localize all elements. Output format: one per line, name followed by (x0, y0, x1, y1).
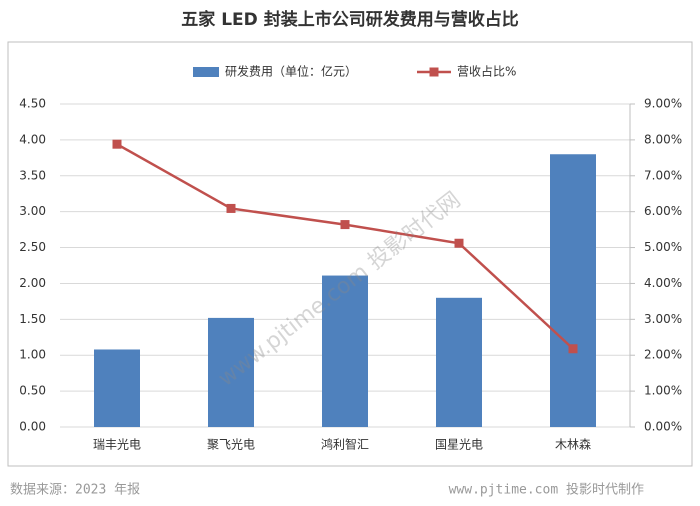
y2-tick-label: 5.00% (644, 240, 682, 254)
y-tick-label: 0.50 (19, 384, 46, 398)
line-marker (112, 139, 122, 149)
y-tick-label: 0.00 (19, 420, 46, 434)
y2-tick-label: 8.00% (644, 132, 682, 146)
legend-label: 研发费用（单位：亿元） (225, 64, 357, 79)
y2-tick-label: 4.00% (644, 276, 682, 290)
chart-title: 五家 LED 封装上市公司研发费用与营收占比 (181, 9, 518, 30)
y2-tick-label: 2.00% (644, 348, 682, 362)
y-tick-label: 4.50 (19, 97, 46, 111)
legend-label: 营收占比% (457, 64, 516, 79)
bar (208, 317, 254, 427)
bar (436, 297, 482, 427)
y2-tick-label: 1.00% (644, 384, 682, 398)
line-marker (568, 344, 578, 354)
legend-swatch (193, 67, 219, 77)
y-tick-label: 1.50 (19, 312, 46, 326)
y2-tick-label: 7.00% (644, 168, 682, 182)
y-tick-label: 2.50 (19, 240, 46, 254)
x-tick-label: 瑞丰光电 (93, 438, 141, 452)
bar (94, 349, 140, 427)
y2-tick-label: 6.00% (644, 204, 682, 218)
x-tick-label: 国星光电 (435, 438, 483, 452)
y-tick-label: 3.00 (19, 204, 46, 218)
source-note: 数据来源：2023 年报 (10, 483, 140, 498)
x-tick-label: 聚飞光电 (207, 438, 255, 452)
y-tick-label: 1.00 (19, 348, 46, 362)
line-marker (454, 238, 464, 248)
chart-frame (7, 41, 693, 467)
y-tick-label: 4.00 (19, 132, 46, 146)
bar (322, 275, 368, 427)
y2-tick-label: 9.00% (644, 97, 682, 111)
line-marker (226, 203, 236, 213)
y-tick-label: 3.50 (19, 168, 46, 182)
y2-tick-label: 3.00% (644, 312, 682, 326)
bar (550, 154, 596, 427)
y2-tick-label: 0.00% (644, 420, 682, 434)
legend-swatch (429, 67, 439, 77)
x-tick-label: 鸿利智汇 (321, 437, 369, 452)
y-tick-label: 2.00 (19, 276, 46, 290)
line-marker (340, 220, 350, 230)
x-tick-label: 木林森 (555, 437, 591, 452)
credit-note: www.pjtime.com 投影时代制作 (449, 482, 644, 498)
